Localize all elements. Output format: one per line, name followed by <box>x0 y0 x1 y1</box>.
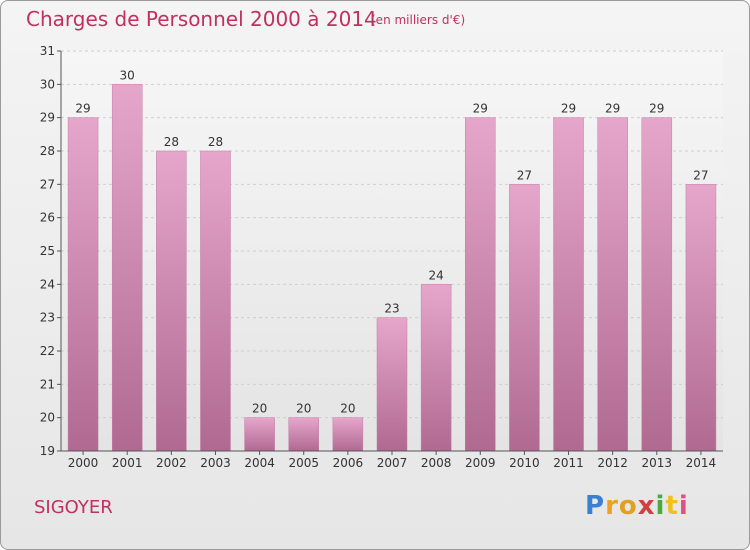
bar <box>332 417 364 452</box>
y-tick-label: 29 <box>40 111 55 125</box>
x-tick-label: 2001 <box>112 456 143 470</box>
data-label: 20 <box>252 402 267 416</box>
bar <box>376 317 408 452</box>
bar <box>288 417 319 452</box>
bar <box>200 150 231 452</box>
data-label: 29 <box>561 102 576 116</box>
x-tick-label: 2002 <box>156 456 187 470</box>
x-tick-label: 2012 <box>597 456 628 470</box>
x-tick-label: 2011 <box>553 456 584 470</box>
data-label: 30 <box>120 68 135 82</box>
logo-letter: P <box>585 491 606 521</box>
bar <box>465 117 496 452</box>
y-tick-label: 30 <box>40 77 55 91</box>
bar <box>641 117 673 452</box>
y-tick-label: 23 <box>40 311 55 325</box>
bar <box>553 117 584 452</box>
y-axis: 19 20 21 22 23 24 25 26 27 28 29 30 31 <box>40 44 62 458</box>
x-tick-label: 2004 <box>244 456 275 470</box>
x-tick-label: 2006 <box>333 456 364 470</box>
x-tick-label: 2009 <box>465 456 496 470</box>
data-label: 29 <box>649 102 664 116</box>
data-label: 27 <box>693 168 708 182</box>
place-name: SIGOYER <box>34 497 113 518</box>
bar <box>67 117 99 452</box>
y-tick-label: 20 <box>40 411 55 425</box>
logo-letter: i <box>655 491 666 521</box>
x-tick-label: 2008 <box>421 456 452 470</box>
bar <box>156 150 187 452</box>
y-tick-label: 25 <box>40 244 55 258</box>
y-tick-label: 26 <box>40 211 55 225</box>
bar <box>685 184 717 452</box>
y-tick-label: 31 <box>40 44 55 58</box>
data-label: 20 <box>340 402 355 416</box>
bars: 29 30 28 28 20 20 20 23 24 29 27 29 29 29 27 <box>67 68 717 452</box>
chart-title: Charges de Personnel 2000 à 2014 <box>26 7 377 31</box>
logo-letter: o <box>618 491 638 521</box>
data-label: 28 <box>208 135 223 149</box>
y-tick-label: 19 <box>40 444 55 458</box>
y-tick-label: 27 <box>40 177 55 191</box>
y-tick-label: 22 <box>40 344 55 358</box>
x-tick-label: 2005 <box>288 456 319 470</box>
bar <box>420 284 452 452</box>
logo-letter: r <box>605 491 619 521</box>
chart-subtitle: (en milliers d'€) <box>371 13 466 27</box>
bar <box>597 117 628 452</box>
data-label: 28 <box>164 135 179 149</box>
data-label: 27 <box>517 168 532 182</box>
data-label: 29 <box>605 102 620 116</box>
x-tick-label: 2000 <box>68 456 99 470</box>
x-tick-label: 2013 <box>642 456 673 470</box>
y-tick-label: 21 <box>40 377 55 391</box>
x-tick-label: 2007 <box>377 456 408 470</box>
x-tick-label: 2003 <box>200 456 231 470</box>
x-tick-label: 2010 <box>509 456 540 470</box>
bar <box>111 84 143 452</box>
y-tick-label: 28 <box>40 144 55 158</box>
data-label: 20 <box>296 402 311 416</box>
logo-letter: i <box>678 491 689 521</box>
bar <box>244 417 275 452</box>
data-label: 29 <box>473 102 488 116</box>
x-tick-label: 2014 <box>686 456 717 470</box>
data-label: 23 <box>384 302 399 316</box>
logo-letter: x <box>637 491 656 521</box>
logo-letter: t <box>665 491 679 521</box>
bar <box>509 184 540 452</box>
x-axis: 2000 2001 2002 2003 2004 2005 2006 2007 2008 2009… <box>61 450 723 470</box>
data-label: 29 <box>75 102 90 116</box>
proxiti-logo[interactable]: Proxiti <box>585 491 689 521</box>
data-label: 24 <box>428 268 443 282</box>
y-tick-label: 24 <box>40 277 55 291</box>
